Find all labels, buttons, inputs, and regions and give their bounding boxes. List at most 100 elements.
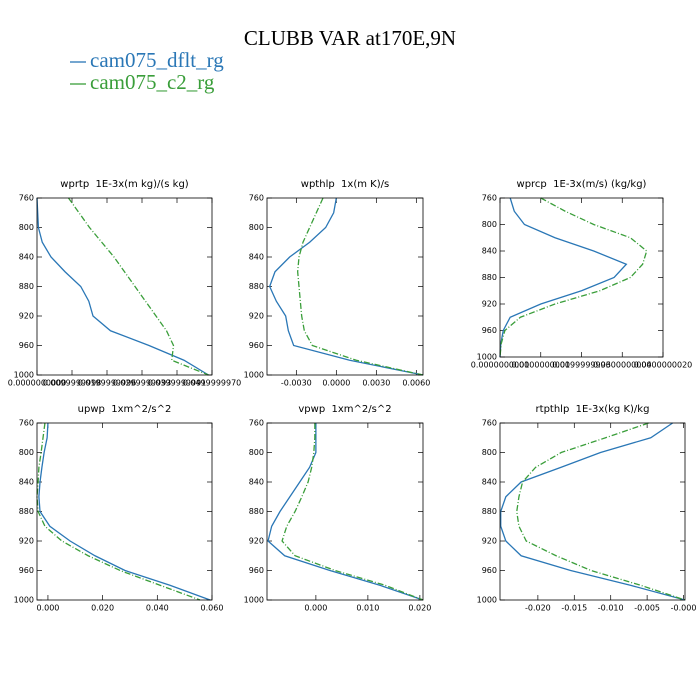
x-tick-label: 0.0199999996 [552, 361, 611, 370]
profile-line [499, 197, 628, 358]
x-tick-label: 0.0299999993 [113, 379, 172, 388]
y-tick-label: 840 [482, 247, 497, 256]
plot-frame [36, 197, 213, 376]
x-tick-label: 0.060 [201, 604, 224, 613]
y-tick-label: 880 [249, 282, 264, 291]
x-tick-label: 0.0030 [362, 379, 390, 388]
y-tick-label: 1000 [244, 596, 264, 605]
y-tick-label: 800 [19, 223, 34, 232]
y-tick-label: 760 [19, 194, 34, 203]
panel-title: vpwp 1xm^2/s^2 [298, 404, 391, 415]
panel-title: wpthlp 1x(m K)/s [301, 179, 389, 190]
panel-title: rtpthlp 1E-3x(kg K)/kg [536, 404, 650, 415]
y-tick-label: 840 [482, 478, 497, 487]
profile-line [268, 197, 424, 376]
panel: wpthlp 1x(m K)/s 760 800 840 880 920 960 1000 -0… [244, 179, 431, 388]
y-tick-label: 760 [482, 194, 497, 203]
y-tick-label: 760 [19, 419, 34, 428]
y-tick-label: 920 [19, 537, 34, 546]
y-tick-label: 840 [19, 478, 34, 487]
profile-line [36, 197, 209, 376]
y-tick-label: 1000 [477, 353, 497, 362]
y-tick-label: 960 [482, 566, 497, 575]
y-tick-label: 1000 [14, 596, 34, 605]
panel: wprtp 1E-3x(m kg)/(s kg) 760 800 840 880 920 9… [8, 179, 242, 388]
y-tick-label: 760 [249, 194, 264, 203]
legend-label: cam075_dflt_rg [90, 48, 224, 72]
plot-frame [266, 422, 424, 601]
y-tick-label: 800 [19, 448, 34, 457]
plot-frame [36, 422, 213, 601]
x-tick-label: 0.000 [36, 604, 59, 613]
y-tick-label: 880 [249, 507, 264, 516]
x-tick-label: 0.040 [146, 604, 169, 613]
x-tick-label: 0.000 [304, 604, 327, 613]
x-tick-label: 0.0399999991 [148, 379, 207, 388]
y-tick-label: 800 [249, 223, 264, 232]
y-tick-label: 800 [482, 448, 497, 457]
y-tick-label: 960 [19, 341, 34, 350]
y-tick-label: 960 [249, 341, 264, 350]
plot-frame [266, 197, 424, 376]
y-tick-label: 800 [249, 448, 264, 457]
y-tick-label: 920 [482, 537, 497, 546]
profile-line [36, 422, 201, 601]
y-tick-label: 760 [482, 419, 497, 428]
x-tick-label: -0.005 [634, 604, 660, 613]
x-tick-label: 0.0300000000 [593, 361, 652, 370]
profile-line [38, 422, 211, 601]
x-tick-label: 0.0199999996 [78, 379, 137, 388]
y-tick-label: 920 [19, 312, 34, 321]
plot-frame [499, 197, 664, 358]
y-tick-label: 920 [249, 537, 264, 546]
y-tick-label: 840 [249, 253, 264, 262]
panel: vpwp 1xm^2/s^2 760 800 840 880 920 960 1000 0.00… [244, 404, 432, 613]
profile-line [297, 197, 424, 376]
panel-title: upwp 1xm^2/s^2 [78, 404, 172, 415]
y-tick-label: 920 [482, 300, 497, 309]
x-tick-label: -0.010 [598, 604, 624, 613]
panel-title: wprcp 1E-3x(m/s) (kg/kg) [517, 179, 647, 190]
y-tick-label: 760 [249, 419, 264, 428]
y-tick-label: 840 [19, 253, 34, 262]
y-tick-label: 1000 [244, 371, 264, 380]
profile-line [267, 423, 424, 601]
y-tick-label: 1000 [477, 596, 497, 605]
x-tick-label: -0.020 [525, 604, 551, 613]
x-tick-label: 0.020 [91, 604, 114, 613]
profile-line [516, 422, 686, 601]
x-tick-label: -0.015 [561, 604, 587, 613]
x-tick-label: 0.020 [408, 604, 431, 613]
panel: wprcp 1E-3x(m/s) (kg/kg) 760 800 840 880 920 9… [471, 179, 693, 370]
y-tick-label: 960 [19, 566, 34, 575]
x-tick-label: -0.000 [671, 604, 697, 613]
y-tick-label: 880 [482, 507, 497, 516]
x-tick-label: 0.0400000020 [634, 361, 693, 370]
x-tick-label: 0.0099999998 [43, 379, 102, 388]
y-tick-label: 920 [249, 312, 264, 321]
profile-line [500, 422, 686, 601]
x-tick-label: 0.0000000000 [471, 361, 530, 370]
figure-title: CLUBB VAR at170E,9N [244, 26, 456, 50]
x-tick-label: -0.0030 [281, 379, 312, 388]
x-tick-label: 0.0000000000 [8, 379, 67, 388]
profile-line [499, 197, 648, 358]
x-tick-label: 0.0100000000 [511, 361, 570, 370]
panel: upwp 1xm^2/s^2 760 800 840 880 920 960 10000.00… [14, 404, 224, 613]
panel: rtpthlp 1E-3x(kg K)/kg 760 800 840 880 920 960… [477, 404, 697, 613]
y-tick-label: 960 [482, 326, 497, 335]
plot-frame [499, 422, 686, 601]
x-tick-label: 0.0499999970 [183, 379, 242, 388]
legend-label: cam075_c2_rg [90, 70, 215, 94]
y-tick-label: 800 [482, 220, 497, 229]
profile-line [67, 197, 209, 376]
y-tick-label: 880 [19, 507, 34, 516]
y-tick-label: 960 [249, 566, 264, 575]
profile-line [281, 423, 424, 601]
y-tick-label: 1000 [14, 371, 34, 380]
y-tick-label: 840 [249, 478, 264, 487]
y-tick-label: 880 [482, 273, 497, 282]
panel-title: wprtp 1E-3x(m kg)/(s kg) [60, 179, 188, 190]
x-tick-label: 0.0060 [402, 379, 430, 388]
